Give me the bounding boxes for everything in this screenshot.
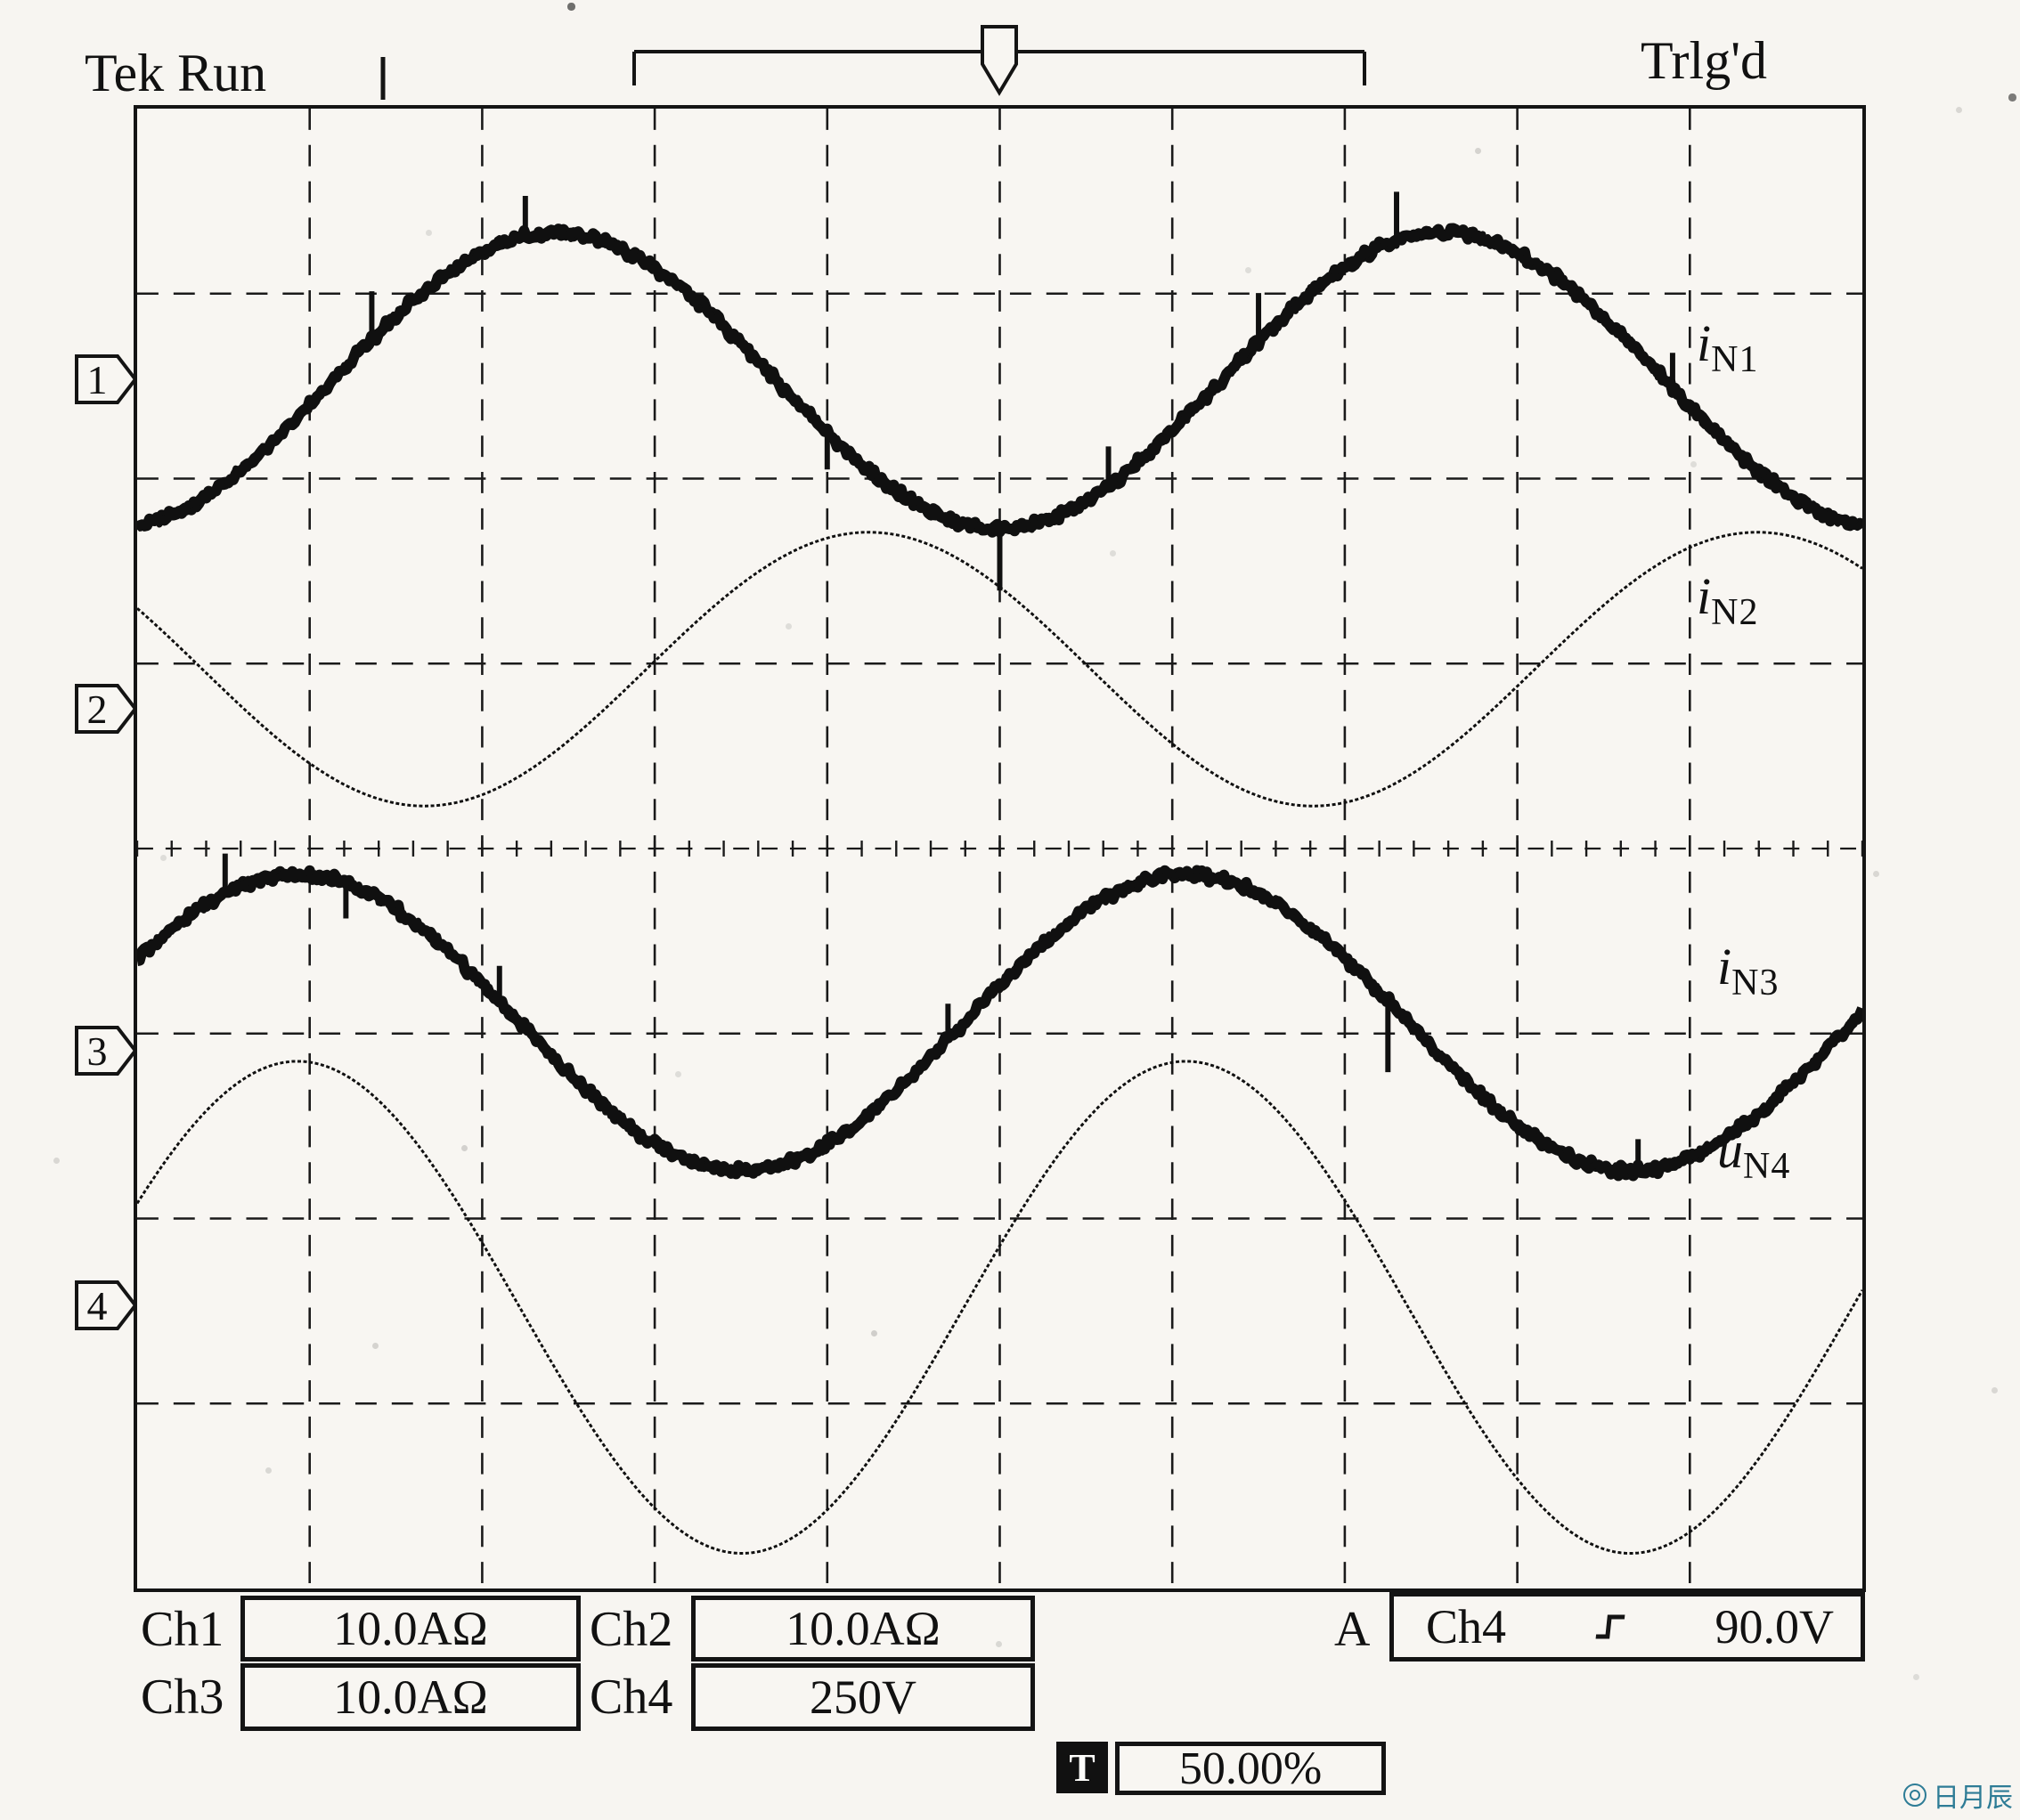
channel-1-ground-marker: 1 xyxy=(75,354,137,404)
trace-label-in3: iN3 xyxy=(1717,937,1779,1004)
trigger-position-marker-icon xyxy=(981,25,1018,96)
trace-label-base: i xyxy=(1717,938,1732,995)
ch1-scale-readout: 10.0AΩ xyxy=(240,1596,581,1662)
trigger-position-glyph: T xyxy=(1069,1745,1096,1790)
ch3-label: Ch3 xyxy=(141,1670,224,1725)
trace-iN3 xyxy=(137,867,1862,1179)
trace-uN4 xyxy=(137,1060,1862,1555)
trace-iN2 xyxy=(137,531,1862,808)
trigger-position-readout: 50.00% xyxy=(1115,1742,1386,1795)
ch2-scale-readout: 10.0AΩ xyxy=(691,1596,1035,1662)
marker-arrow-icon xyxy=(75,1026,137,1076)
watermark: 日月辰 xyxy=(1903,1775,2013,1815)
trigger-level: 90.0V xyxy=(1715,1600,1835,1653)
channel-3-ground-marker: 3 xyxy=(75,1026,137,1076)
acquisition-status: Tek Run xyxy=(85,44,267,102)
scan-speckles xyxy=(0,0,3,3)
trace-label-un4: uN4 xyxy=(1717,1120,1790,1188)
ch1-label: Ch1 xyxy=(141,1602,224,1657)
circle-logo-icon xyxy=(1903,1783,1926,1807)
channel-2-number: 2 xyxy=(86,686,108,732)
channel-2-ground-marker: 2 xyxy=(75,684,137,734)
marker-arrow-icon xyxy=(75,1280,137,1330)
trace-label-base: i xyxy=(1697,314,1712,372)
trigger-readout: Ch4 90.0V xyxy=(1389,1592,1865,1662)
trigger-source: Ch4 xyxy=(1426,1600,1507,1653)
trace-label-base: i xyxy=(1697,567,1712,625)
channel-4-number: 4 xyxy=(86,1282,108,1328)
trigger-bus-label: A xyxy=(1334,1602,1371,1657)
ch2-label: Ch2 xyxy=(590,1602,673,1657)
trigger-position-icon: T xyxy=(1056,1742,1108,1793)
channel-4-ground-marker: 4 xyxy=(75,1280,137,1330)
trace-label-sub: N3 xyxy=(1731,963,1780,1003)
trace-label-base: u xyxy=(1717,1121,1743,1179)
ch4-label: Ch4 xyxy=(590,1670,673,1725)
trace-label-sub: N1 xyxy=(1711,339,1759,380)
channel-3-number: 3 xyxy=(86,1028,108,1074)
ch3-scale-readout: 10.0AΩ xyxy=(240,1663,581,1731)
trigger-status: Trlg'd xyxy=(1641,31,1768,90)
watermark-text: 日月辰 xyxy=(1933,1783,2013,1814)
marker-arrow-icon xyxy=(75,684,137,734)
waveform-canvas xyxy=(137,109,1862,1588)
trace-label-sub: N4 xyxy=(1743,1146,1791,1187)
ch4-scale-readout: 250V xyxy=(691,1663,1035,1731)
trace-label-sub: N2 xyxy=(1711,592,1759,633)
rising-edge-icon xyxy=(1591,1599,1631,1654)
channel-1-number: 1 xyxy=(86,356,108,402)
graticule-display xyxy=(134,105,1866,1592)
trace-label-in1: iN1 xyxy=(1697,313,1758,381)
trace-label-in2: iN2 xyxy=(1697,566,1758,634)
marker-arrow-icon xyxy=(75,354,137,404)
